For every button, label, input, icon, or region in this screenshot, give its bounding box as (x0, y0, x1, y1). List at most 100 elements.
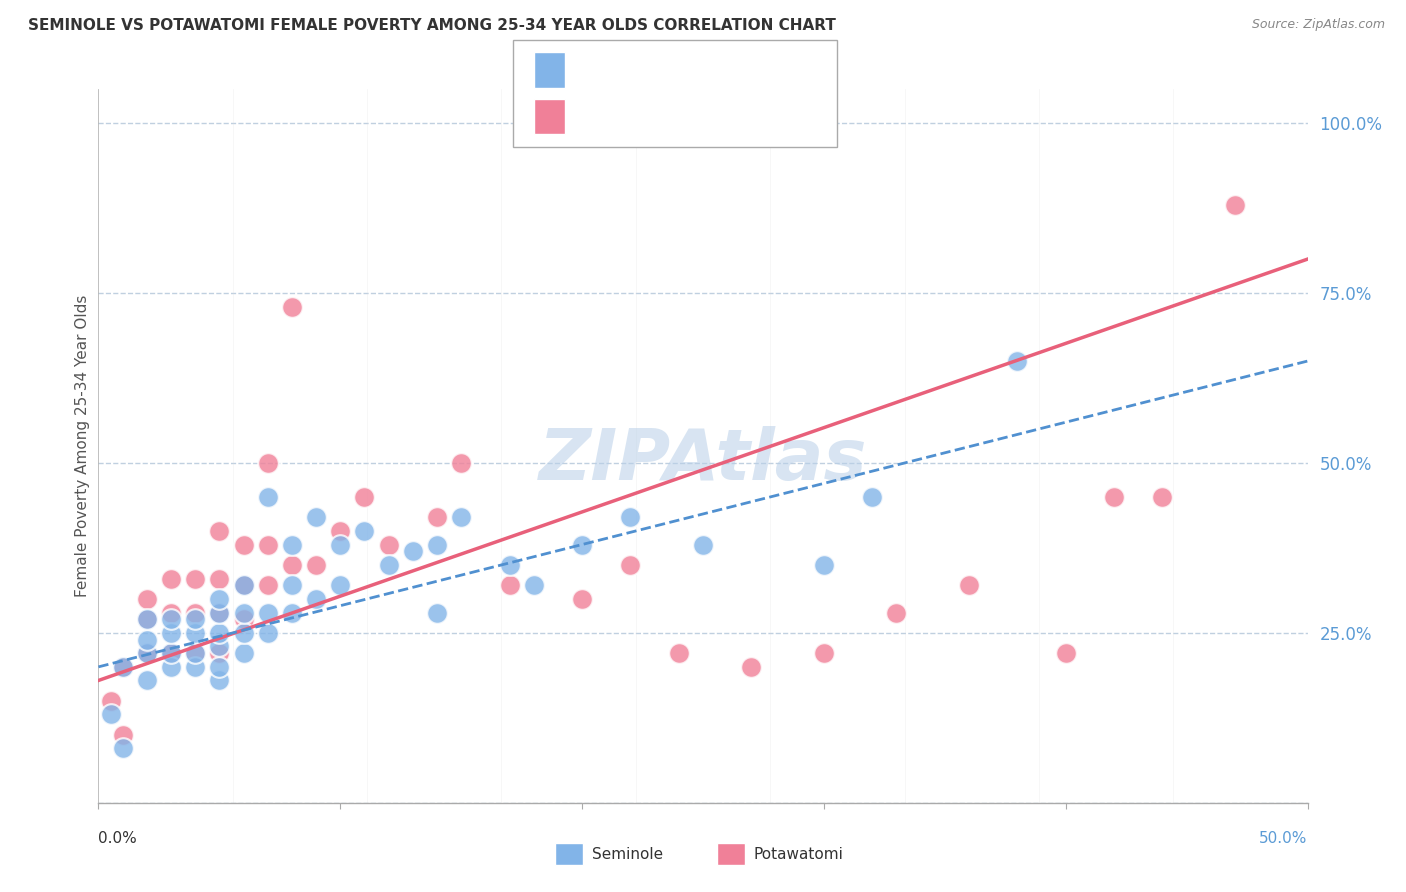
Point (353, 490, 375, 504)
Text: ZIPAtlas: ZIPAtlas (538, 425, 868, 495)
Point (1054, 646, 1077, 660)
Point (160, 660, 183, 674)
Point (256, 490, 278, 504)
Point (256, 606, 278, 620)
Point (281, 558, 304, 572)
Text: 49: 49 (734, 63, 754, 81)
Point (740, 660, 762, 674)
Point (111, 728, 134, 742)
Point (281, 606, 304, 620)
Point (571, 591, 593, 606)
Point (208, 591, 231, 606)
Point (160, 626, 183, 640)
Text: N =: N = (672, 63, 742, 81)
Point (232, 606, 254, 620)
Point (135, 646, 157, 660)
Point (184, 626, 207, 640)
Point (232, 646, 254, 660)
Text: 0.380: 0.380 (616, 63, 666, 81)
Point (111, 660, 134, 674)
Point (813, 558, 835, 572)
Point (450, 456, 472, 470)
Point (498, 558, 520, 572)
Point (860, 490, 883, 504)
Point (426, 510, 449, 524)
Point (281, 300, 304, 314)
Point (208, 646, 231, 660)
Point (571, 537, 593, 551)
Point (426, 606, 449, 620)
Point (111, 660, 134, 674)
Point (957, 578, 980, 592)
Point (160, 646, 183, 660)
Point (208, 606, 231, 620)
Point (232, 537, 254, 551)
Point (256, 537, 278, 551)
Point (111, 741, 134, 756)
Point (329, 524, 352, 538)
Point (135, 612, 157, 626)
Text: SEMINOLE VS POTAWATOMI FEMALE POVERTY AMONG 25-34 YEAR OLDS CORRELATION CHART: SEMINOLE VS POTAWATOMI FEMALE POVERTY AM… (28, 18, 837, 33)
Point (426, 537, 449, 551)
Point (232, 578, 254, 592)
Point (208, 660, 231, 674)
Text: 50.0%: 50.0% (1260, 831, 1308, 846)
Point (135, 591, 157, 606)
Point (160, 612, 183, 626)
Point (813, 646, 835, 660)
Point (1152, 490, 1174, 504)
Point (232, 578, 254, 592)
Point (232, 626, 254, 640)
Text: Source: ZipAtlas.com: Source: ZipAtlas.com (1251, 18, 1385, 31)
Point (305, 591, 328, 606)
Point (184, 572, 207, 586)
Point (160, 572, 183, 586)
Point (450, 510, 472, 524)
Point (1102, 490, 1125, 504)
Point (329, 537, 352, 551)
Point (256, 456, 278, 470)
Point (305, 558, 328, 572)
Point (184, 606, 207, 620)
Point (1223, 198, 1246, 212)
Point (184, 646, 207, 660)
Point (100, 707, 122, 722)
Point (668, 646, 690, 660)
Text: Potawatomi: Potawatomi (754, 847, 844, 862)
Point (886, 606, 908, 620)
Point (135, 673, 157, 688)
Point (208, 626, 231, 640)
Text: 42: 42 (734, 109, 754, 128)
Text: N =: N = (672, 109, 742, 128)
Point (135, 612, 157, 626)
Point (160, 606, 183, 620)
Point (256, 578, 278, 592)
Point (692, 537, 714, 551)
Point (208, 524, 231, 538)
Point (256, 626, 278, 640)
Point (305, 510, 328, 524)
Text: R =: R = (576, 109, 616, 128)
Point (619, 558, 641, 572)
Point (135, 646, 157, 660)
Y-axis label: Female Poverty Among 25-34 Year Olds: Female Poverty Among 25-34 Year Olds (75, 295, 90, 597)
Point (377, 537, 399, 551)
Point (281, 578, 304, 592)
Point (353, 524, 375, 538)
Text: 0.0%: 0.0% (98, 831, 138, 846)
Point (208, 606, 231, 620)
Point (523, 578, 546, 592)
Point (232, 612, 254, 626)
Point (100, 694, 122, 708)
Point (281, 537, 304, 551)
Point (377, 558, 399, 572)
Point (184, 660, 207, 674)
Text: Seminole: Seminole (592, 847, 664, 862)
Point (184, 646, 207, 660)
Point (619, 510, 641, 524)
Text: 0.567: 0.567 (616, 109, 666, 128)
Point (160, 646, 183, 660)
Point (402, 544, 425, 558)
Point (135, 632, 157, 647)
Point (329, 578, 352, 592)
